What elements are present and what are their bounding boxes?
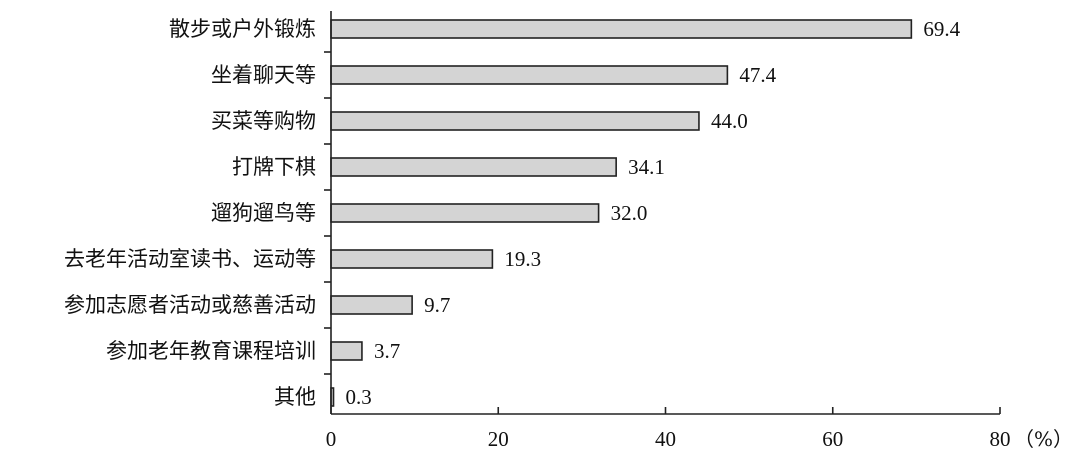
data-label: 44.0 <box>711 109 748 133</box>
axis-layer <box>324 11 1001 415</box>
bar <box>330 157 617 177</box>
x-tick-label: 40 <box>655 427 676 451</box>
bar <box>330 111 700 131</box>
bar <box>330 203 600 223</box>
category-label: 散步或户外锻炼 <box>169 17 316 41</box>
category-label: 参加老年教育课程培训 <box>106 339 316 363</box>
bar <box>330 295 413 315</box>
data-label: 32.0 <box>611 201 648 225</box>
x-tick-label: 0 <box>326 427 337 451</box>
data-label: 3.7 <box>374 339 400 363</box>
data-label: 47.4 <box>739 63 776 87</box>
x-axis-unit-label: （%） <box>1014 427 1073 451</box>
category-label: 参加志愿者活动或慈善活动 <box>64 293 316 317</box>
category-label: 坐着聊天等 <box>211 63 316 87</box>
x-tick-label: 20 <box>488 427 509 451</box>
bar <box>330 65 729 85</box>
data-label: 0.3 <box>346 385 372 409</box>
bar <box>330 19 913 39</box>
data-label: 34.1 <box>628 155 665 179</box>
bar <box>330 249 494 269</box>
x-tick-label: 60 <box>822 427 843 451</box>
category-label: 打牌下棋 <box>232 155 316 179</box>
category-label: 去老年活动室读书、运动等 <box>64 247 316 271</box>
category-label: 买菜等购物 <box>211 109 316 133</box>
category-label: 其他 <box>274 385 316 409</box>
data-label: 9.7 <box>424 293 450 317</box>
data-label: 19.3 <box>504 247 541 271</box>
labels-layer: 0 20 40 60 80 （%） 散步或户外锻炼 69.4 坐着聊天等 47.4 买菜等购物 44.… <box>64 17 1073 451</box>
category-label: 遛狗遛鸟等 <box>211 201 316 225</box>
x-tick-label: 80 <box>990 427 1011 451</box>
bar <box>330 341 363 361</box>
data-label: 69.4 <box>923 17 960 41</box>
